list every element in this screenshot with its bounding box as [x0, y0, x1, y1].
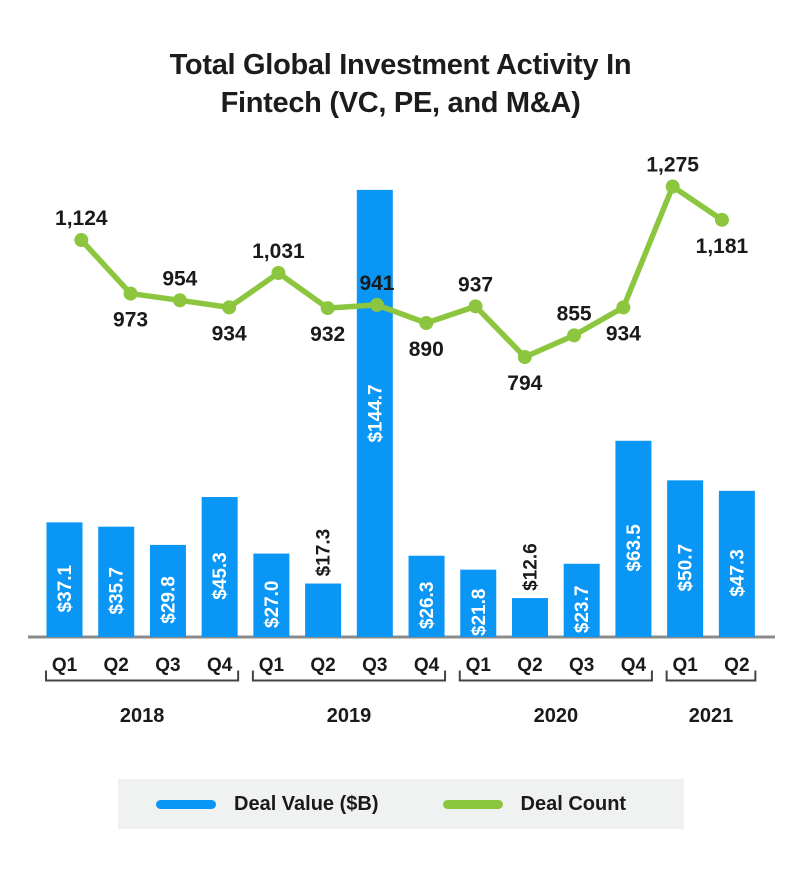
bar-value-label-2019-q2: $17.3: [314, 529, 335, 577]
x-axis-line: [28, 635, 775, 639]
point-2019-q2: [320, 301, 335, 316]
bar-2020-q2: [511, 598, 548, 637]
point-2018-q3: [172, 293, 187, 308]
count-label-2019-q3: 941: [359, 272, 394, 295]
quarter-label-2018-q1: Q1: [52, 655, 78, 676]
count-label-2019-q1: 1,031: [252, 240, 305, 263]
bar-value-label-2020-q2: $12.6: [520, 543, 541, 591]
bar-2020-q1: [460, 569, 497, 637]
chart-title: Total Global Investment Activity In Fint…: [0, 46, 801, 122]
point-2021-q1: [665, 179, 680, 194]
bar-value-label-2019-q3: $144.7: [365, 384, 386, 442]
count-label-2018-q3: 954: [162, 267, 197, 290]
bar-2021-q1: [667, 480, 704, 637]
year-label-2019: 2019: [327, 705, 372, 727]
count-label-2019-q4: 890: [409, 338, 444, 361]
count-label-2021-q2: 1,181: [696, 235, 749, 258]
count-label-2018-q2: 973: [113, 309, 148, 332]
bar-2018-q2: [98, 526, 135, 637]
year-bracket-2018: [45, 670, 240, 682]
count-label-2020-q3: 855: [557, 302, 592, 325]
bar-2018-q4: [201, 497, 238, 637]
count-label-2019-q2: 932: [310, 323, 345, 346]
quarter-label-2018-q4: Q4: [207, 655, 233, 676]
legend-deal-value-label: Deal Value ($B): [234, 792, 379, 815]
bar-2018-q3: [149, 544, 186, 637]
point-2018-q4: [222, 300, 237, 315]
quarter-label-2018-q3: Q3: [155, 655, 180, 676]
point-2019-q4: [419, 315, 434, 330]
count-label-2020-q2: 794: [507, 372, 542, 395]
deal-value-swatch-icon: [156, 799, 216, 809]
quarter-label-2020-q2: Q2: [517, 655, 542, 676]
bar-2019-q2: [305, 583, 342, 637]
bar-value-label-2020-q3: $23.7: [572, 586, 593, 634]
bar-2020-q3: [563, 563, 600, 637]
deal-count-swatch-icon: [442, 799, 503, 809]
bar-2019-q1: [253, 553, 290, 637]
point-2020-q4: [616, 300, 631, 315]
quarter-label-2020-q3: Q3: [569, 655, 594, 676]
quarter-label-2019-q2: Q2: [310, 655, 335, 676]
quarter-label-2021-q1: Q1: [672, 655, 698, 676]
bar-value-label-2021-q2: $47.3: [727, 549, 748, 597]
year-label-2018: 2018: [120, 705, 165, 727]
bar-value-label-2020-q4: $63.5: [624, 524, 645, 572]
point-2020-q1: [468, 299, 483, 314]
point-2020-q3: [567, 328, 582, 343]
bar-2018-q1: [46, 522, 83, 637]
quarter-label-2019-q1: Q1: [259, 655, 285, 676]
point-2018-q2: [123, 286, 138, 301]
bar-value-label-2018-q3: $29.8: [158, 576, 179, 624]
deal-count-line: [78, 183, 725, 360]
chart-title-line2: Fintech (VC, PE, and M&A): [220, 87, 581, 119]
year-label-2021: 2021: [689, 705, 734, 727]
bar-value-label-2020-q1: $21.8: [469, 589, 490, 637]
count-label-2020-q4: 934: [606, 322, 641, 345]
count-label-2018-q1: 1,124: [55, 207, 108, 230]
bar-2021-q2: [718, 490, 755, 637]
bar-value-label-2018-q4: $45.3: [210, 552, 231, 600]
quarter-label-2021-q2: Q2: [724, 655, 749, 676]
count-label-2018-q4: 934: [212, 322, 247, 345]
point-2018-q1: [74, 233, 89, 248]
count-label-2021-q1: 1,275: [646, 154, 699, 177]
legend-item-deal-value: Deal Value ($B): [156, 793, 379, 816]
year-bracket-2019: [251, 670, 447, 682]
point-2020-q2: [517, 350, 532, 365]
legend: Deal Value ($B) Deal Count: [118, 779, 684, 829]
quarter-label-2020-q1: Q1: [466, 655, 492, 676]
year-bracket-2020: [458, 670, 653, 682]
bar-value-label-2019-q1: $27.0: [262, 581, 283, 629]
point-2019-q1: [271, 266, 286, 281]
bar-2019-q4: [408, 555, 445, 637]
bar-value-label-2018-q2: $35.7: [107, 567, 128, 615]
count-label-2020-q1: 937: [458, 273, 493, 296]
year-bracket-2021: [665, 670, 757, 682]
point-2019-q3: [369, 297, 384, 312]
bar-value-label-2021-q1: $50.7: [676, 544, 697, 592]
bar-value-label-2018-q1: $37.1: [55, 564, 76, 612]
legend-deal-count-label: Deal Count: [520, 792, 627, 815]
quarter-label-2019-q3: Q3: [362, 655, 387, 676]
bar-value-label-2019-q4: $26.3: [417, 582, 438, 630]
bar-2020-q4: [615, 440, 652, 637]
legend-item-deal-count: Deal Count: [442, 792, 627, 816]
quarter-label-2019-q4: Q4: [414, 655, 440, 676]
quarter-label-2018-q2: Q2: [104, 655, 129, 676]
bar-2019-q3: [356, 189, 393, 637]
year-label-2020: 2020: [534, 705, 579, 727]
quarter-label-2020-q4: Q4: [621, 655, 647, 676]
point-2021-q2: [714, 212, 729, 227]
chart-title-line1: Total Global Investment Activity In: [169, 49, 632, 81]
